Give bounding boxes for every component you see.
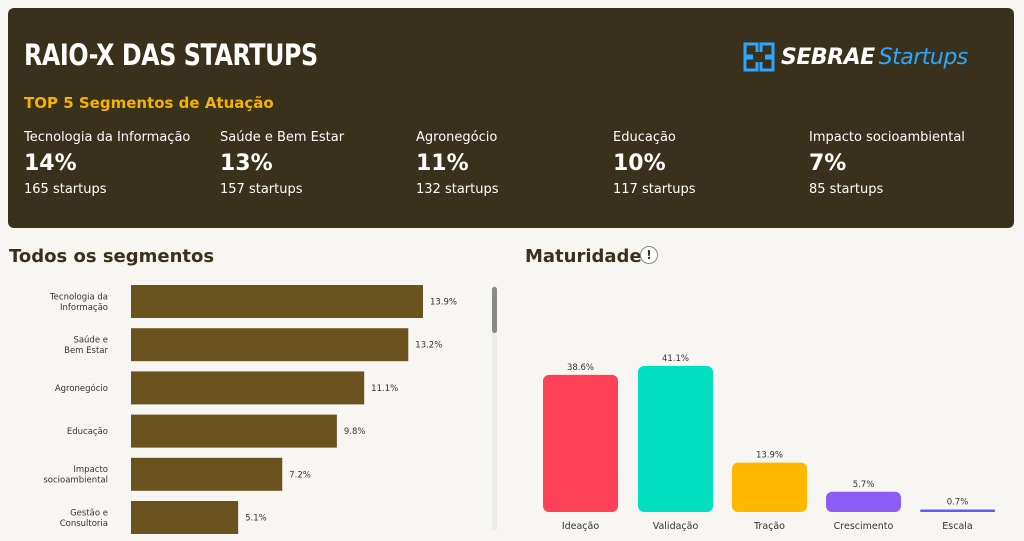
- maturity-category-label: Escala: [942, 521, 972, 532]
- stat-label: Agronegócio: [416, 130, 498, 145]
- stat-count: 117 startups: [613, 182, 696, 197]
- maturity-section-title: Maturidade: [525, 246, 642, 267]
- maturity-bar[interactable]: [732, 462, 807, 512]
- segment-value-label: 13.2%: [415, 341, 442, 351]
- segment-value-label: 13.9%: [430, 298, 457, 308]
- maturity-bar[interactable]: [826, 491, 901, 512]
- maturity-category-label: Crescimento: [834, 521, 894, 532]
- logo-brand-text: SEBRAE: [781, 44, 875, 70]
- header-banner: RAIO-X DAS STARTUPS TOP 5 Segmentos de A…: [8, 8, 1014, 228]
- maturity-bar[interactable]: [638, 366, 713, 512]
- segments-scrollbar-track[interactable]: [492, 286, 497, 531]
- maturity-value-label: 5.7%: [853, 480, 875, 490]
- maturity-category-label: Ideação: [562, 521, 600, 532]
- segment-bar[interactable]: [131, 501, 239, 534]
- segment-bar[interactable]: [131, 457, 283, 491]
- stat-value: 10%: [613, 151, 666, 176]
- stat-count: 85 startups: [809, 182, 884, 197]
- maturity-category-label: Validação: [653, 521, 699, 532]
- stat-card: Educação 10% 117 startups: [613, 130, 803, 197]
- maturity-value-label: 0.7%: [947, 498, 969, 508]
- segment-category-label: Gestão e Consultoria: [60, 508, 108, 529]
- maturity-value-label: 13.9%: [756, 451, 783, 461]
- maturity-value-label: 41.1%: [662, 354, 689, 364]
- segment-bar[interactable]: [131, 328, 409, 362]
- stat-label: Saúde e Bem Estar: [220, 130, 345, 145]
- info-icon[interactable]: !: [640, 246, 658, 264]
- segment-bar[interactable]: [131, 414, 337, 448]
- maturity-bar[interactable]: [920, 509, 995, 513]
- top-segments-subtitle: TOP 5 Segmentos de Atuação: [24, 94, 274, 112]
- stat-label: Educação: [613, 130, 676, 145]
- stat-label: Impacto socioambiental: [809, 130, 965, 145]
- stat-count: 132 startups: [416, 182, 499, 197]
- stat-card: Saúde e Bem Estar 13% 157 startups: [220, 130, 410, 197]
- segment-value-label: 11.1%: [371, 384, 398, 394]
- segment-value-label: 7.2%: [289, 470, 311, 480]
- stat-card: Impacto socioambiental 7% 85 startups: [809, 130, 999, 197]
- segment-category-label: Impacto socioambiental: [43, 465, 108, 486]
- stat-value: 13%: [220, 151, 273, 176]
- stat-value: 11%: [416, 151, 469, 176]
- stat-card: Agronegócio 11% 132 startups: [416, 130, 606, 197]
- sebrae-logo: SEBRAE Startups: [743, 40, 968, 74]
- maturity-bar[interactable]: [543, 374, 618, 512]
- sebrae-logo-icon: [743, 42, 775, 72]
- segment-category-label: Agronegócio: [55, 383, 108, 394]
- segment-value-label: 5.1%: [245, 514, 267, 524]
- maturity-bar-chart: 38.6% Ideação 41.1% Validação 13.9% Tração 5.7…: [543, 354, 995, 532]
- page-title: RAIO-X DAS STARTUPS: [24, 38, 318, 72]
- segment-category-label: Saúde e Bem Estar: [64, 335, 108, 356]
- segment-bar[interactable]: [131, 285, 423, 318]
- maturity-category-label: Tração: [753, 521, 785, 532]
- stat-count: 165 startups: [24, 182, 107, 197]
- segment-value-label: 9.8%: [344, 427, 366, 437]
- segment-bar[interactable]: [131, 371, 365, 405]
- segment-category-label: Tecnologia da Informação: [49, 292, 108, 313]
- stat-value: 14%: [24, 151, 77, 176]
- stat-value: 7%: [809, 151, 847, 176]
- stat-count: 157 startups: [220, 182, 303, 197]
- segments-section-title: Todos os segmentos: [9, 246, 215, 267]
- segments-scrollbar-thumb[interactable]: [492, 287, 497, 333]
- stat-label: Tecnologia da Informação: [24, 130, 191, 145]
- segment-category-label: Educação: [67, 427, 108, 437]
- logo-sub-text: Startups: [878, 44, 969, 70]
- stat-card: Tecnologia da Informação 14% 165 startup…: [24, 130, 214, 197]
- segments-bar-chart: 13.9% Tecnologia da Informação 13.2% Saúde e…: [43, 285, 457, 534]
- maturity-value-label: 38.6%: [567, 363, 594, 373]
